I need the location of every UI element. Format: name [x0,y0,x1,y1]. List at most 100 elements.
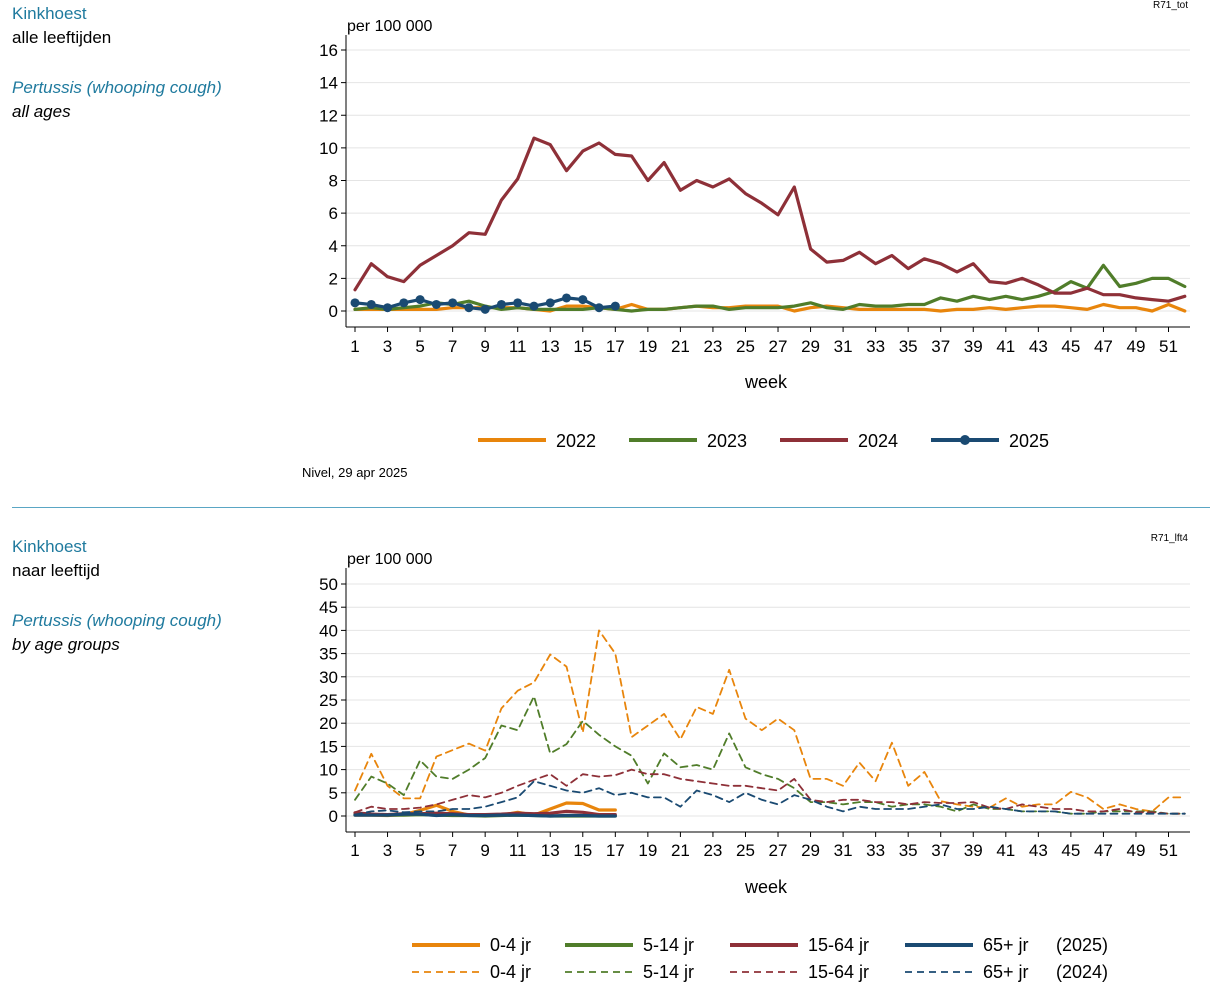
legend2-label: 0-4 jr [490,935,531,955]
top-subtitle-en: all ages [12,102,71,121]
chart1-data-point [529,301,539,311]
chart1-y-tick-label: 14 [319,74,338,93]
source-note: Nivel, 29 apr 2025 [302,465,408,480]
chart1-data-point [513,298,523,308]
chart1-data-point [431,299,441,309]
chart2-x-tick-label: 3 [383,841,392,860]
chart1-x-tick-label: 31 [834,337,853,356]
chart2-y-tick-label: 25 [319,691,338,710]
chart2-x-tick-label: 47 [1094,841,1113,860]
chart1-x-axis-label: week [744,372,788,392]
chart1-x-tick-label: 39 [964,337,983,356]
chart1-y-tick-label: 2 [329,269,338,288]
chart2-series-line-65-jr-2025 [353,812,617,818]
legend2-label: 15-64 jr [808,962,869,982]
chart2-y-tick-label: 35 [319,645,338,664]
chart1-data-point [366,299,376,309]
chart1-y-tick-label: 4 [329,237,338,256]
chart1-x-tick-label: 13 [541,337,560,356]
legend2-label: 0-4 jr [490,962,531,982]
chart1-x-tick-label: 15 [573,337,592,356]
chart1-y-tick-label: 12 [319,106,338,125]
chart2-x-tick-label: 37 [931,841,950,860]
chart2-x-tick-label: 19 [638,841,657,860]
chart1-y-tick-label: 16 [319,41,338,60]
chart1-y-tick-label: 10 [319,139,338,158]
chart1-x-tick-label: 7 [448,337,457,356]
chart1-x-tick-label: 1 [350,337,359,356]
chart2-x-tick-label: 45 [1061,841,1080,860]
chart2-x-tick-label: 51 [1159,841,1178,860]
chart2-x-tick-label: 33 [866,841,885,860]
chart1-x-tick-label: 25 [736,337,755,356]
bottom-title-nl: Kinkhoest [12,537,87,556]
top-panel-labels: Kinkhoest alle leeftijden Pertussis (who… [12,2,222,124]
legend2-year-label: (2025) [1056,935,1108,955]
top-title-en: Pertussis (whooping cough) [12,78,222,97]
chart1-x-tick-label: 51 [1159,337,1178,356]
chart2-x-tick-label: 41 [996,841,1015,860]
chart2-x-tick-label: 43 [1029,841,1048,860]
chart1-x-tick-label: 5 [415,337,424,356]
legend1-label: 2022 [556,431,596,451]
chart1-data-point [610,301,620,311]
chart1-data-point [350,298,360,308]
chart1-x-tick-label: 17 [606,337,625,356]
chart1-x-tick-label: 41 [996,337,1015,356]
chart1-x-tick-label: 33 [866,337,885,356]
chart2-y-tick-label: 40 [319,621,338,640]
chart1-x-tick-label: 29 [801,337,820,356]
chart1-y-tick-label: 6 [329,204,338,223]
chart1-data-point [480,304,490,314]
chart1-data-point [448,298,458,308]
chart2-x-tick-label: 23 [703,841,722,860]
chart1-data-point [383,303,393,313]
top-title-nl: Kinkhoest [12,4,87,23]
chart1-x-tick-label: 27 [769,337,788,356]
legend2-label: 15-64 jr [808,935,869,955]
chart2-x-tick-label: 9 [480,841,489,860]
chart1-y-axis-label: per 100 000 [347,18,433,35]
legend1-label: 2024 [858,431,898,451]
chart1-data-point [399,298,409,308]
chart1-y-tick-label: 8 [329,172,338,191]
chart2-x-tick-label: 25 [736,841,755,860]
chart1-x-tick-label: 35 [899,337,918,356]
chart2-x-tick-label: 35 [899,841,918,860]
legend1-label: 2023 [707,431,747,451]
chart2-x-tick-label: 49 [1126,841,1145,860]
chart2-x-tick-label: 1 [350,841,359,860]
chart1-data-point [594,303,604,313]
chart1-x-tick-label: 3 [383,337,392,356]
chart2-y-tick-label: 30 [319,668,338,687]
chart1-data-point [464,303,474,313]
chart2-x-tick-label: 31 [834,841,853,860]
legend2-label: 65+ jr [983,962,1029,982]
chart2-x-tick-label: 29 [801,841,820,860]
chart1-series-line-2024 [353,136,1187,303]
chart2-y-tick-label: 10 [319,761,338,780]
chart1-data-point [562,293,572,303]
chart1-data-point [415,295,425,305]
chart2-x-tick-label: 39 [964,841,983,860]
legend2-year-label: (2024) [1056,962,1108,982]
bottom-panel-labels: Kinkhoest naar leeftijd Pertussis (whoop… [12,535,222,657]
chart2-x-tick-label: 27 [769,841,788,860]
chart2-x-tick-label: 5 [415,841,424,860]
chart2-y-tick-label: 45 [319,598,338,617]
panel-divider [12,507,1210,508]
chart1-x-tick-label: 9 [480,337,489,356]
chart1-x-tick-label: 19 [638,337,657,356]
chart2-y-tick-label: 5 [329,784,338,803]
chart1-series-line-2023 [353,263,1187,313]
chart1-data-point [496,299,506,309]
chart1-x-tick-label: 21 [671,337,690,356]
chart2-series-line-15-64-jr-2024 [354,768,1186,815]
chart2-y-tick-label: 20 [319,714,338,733]
chart2-x-axis-label: week [744,877,788,897]
legend1-marker [960,435,970,445]
legend1-label: 2025 [1009,431,1049,451]
chart1-y-tick-label: 0 [329,302,338,321]
chart2-x-tick-label: 7 [448,841,457,860]
chart2-series-line-0-4-jr-2024 [354,629,1186,813]
